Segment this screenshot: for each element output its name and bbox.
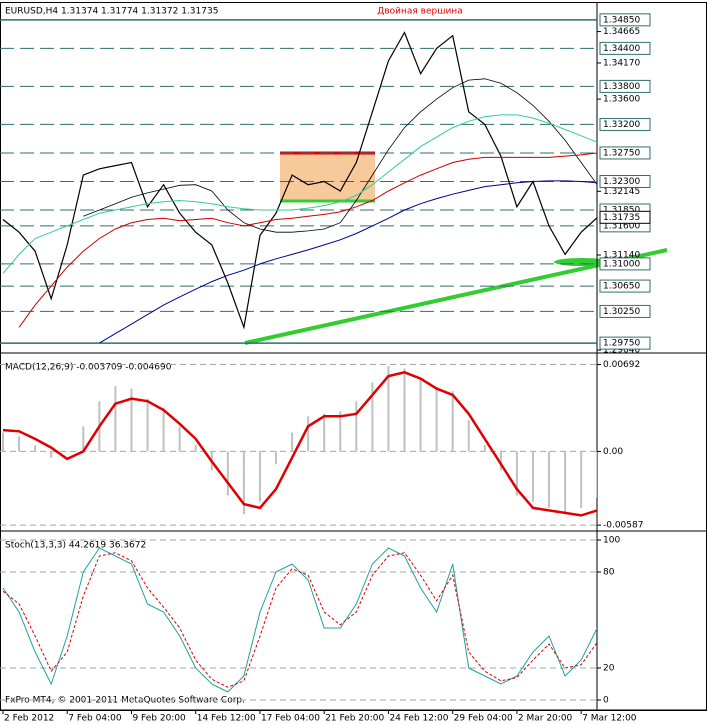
level-label: 1.33800 bbox=[603, 82, 640, 92]
histogram-bar bbox=[50, 451, 53, 458]
level-label: 1.32300 bbox=[603, 177, 640, 187]
histogram-bar bbox=[596, 451, 597, 498]
y-tick-label: 1.31140 bbox=[603, 251, 640, 261]
histogram-bar bbox=[194, 445, 197, 452]
y-tick-label: 1.32145 bbox=[603, 187, 640, 197]
level-label: 1.30650 bbox=[603, 282, 640, 292]
histogram-bar bbox=[403, 368, 406, 452]
y-tick-label: -0.00587 bbox=[603, 521, 643, 531]
level-box bbox=[599, 117, 651, 131]
x-tick-label: 29 Feb 04:00 bbox=[454, 714, 513, 724]
x-tick-label: 2 Mar 20:00 bbox=[518, 714, 573, 724]
histogram-bar bbox=[34, 445, 37, 452]
x-tick-label: 2 Feb 2012 bbox=[4, 714, 54, 724]
histogram-bar bbox=[114, 386, 117, 452]
series-line bbox=[2, 114, 597, 274]
histogram-bar bbox=[531, 451, 534, 502]
level-box bbox=[599, 146, 651, 160]
histogram-bar bbox=[419, 378, 422, 452]
histogram-bar bbox=[483, 445, 486, 452]
range-box bbox=[280, 153, 375, 200]
y-tick-label: 1.34170 bbox=[603, 58, 640, 68]
histogram-bar bbox=[275, 451, 278, 464]
histogram-bar bbox=[323, 413, 326, 452]
level-label: 1.30250 bbox=[603, 307, 640, 317]
level-label: 1.31850 bbox=[603, 206, 640, 216]
level-box bbox=[599, 336, 651, 350]
x-tick-label: 9 Feb 20:00 bbox=[132, 714, 186, 724]
series-line bbox=[2, 552, 597, 688]
x-tick-label: 24 Feb 12:00 bbox=[389, 714, 448, 724]
histogram-bar bbox=[178, 426, 181, 452]
histogram-bar bbox=[548, 451, 551, 508]
y-tick-label: 20 bbox=[603, 664, 615, 674]
histogram-bar bbox=[435, 388, 438, 452]
histogram-bar bbox=[130, 388, 133, 452]
y-tick-label: 0.00 bbox=[603, 447, 623, 457]
y-tick-label: 0 bbox=[603, 696, 609, 706]
histogram-bar bbox=[291, 432, 294, 452]
last-price-label: 1.31735 bbox=[603, 213, 640, 223]
histogram-bar bbox=[18, 436, 21, 452]
level-box bbox=[599, 13, 651, 27]
level-label: 1.29750 bbox=[603, 339, 640, 349]
level-box bbox=[599, 257, 651, 271]
series-line bbox=[2, 370, 597, 517]
histogram-bar bbox=[258, 451, 261, 502]
histogram-bar bbox=[2, 432, 4, 452]
histogram-bar bbox=[339, 411, 342, 452]
histogram-bar bbox=[451, 391, 454, 452]
annotation: Двойная вершина bbox=[377, 7, 462, 17]
series-line bbox=[99, 180, 597, 344]
x-tick-label: 17 Feb 04:00 bbox=[261, 714, 320, 724]
last-price-box bbox=[599, 210, 651, 224]
level-label: 1.31600 bbox=[603, 221, 640, 231]
level-label: 1.31000 bbox=[603, 259, 640, 269]
histogram-bar bbox=[226, 451, 229, 496]
y-tick-label: 100 bbox=[603, 536, 620, 546]
histogram-bar bbox=[387, 366, 390, 452]
histogram-bar bbox=[66, 451, 69, 452]
y-tick-label: 1.33600 bbox=[603, 95, 640, 105]
series-line bbox=[2, 31, 597, 330]
level-label: 1.32750 bbox=[603, 148, 640, 158]
x-tick-label: 7 Mar 12:00 bbox=[582, 714, 637, 724]
histogram-bar bbox=[580, 451, 583, 508]
level-box bbox=[599, 279, 651, 293]
series-line bbox=[83, 78, 597, 233]
x-tick-label: 14 Feb 12:00 bbox=[197, 714, 256, 724]
level-box bbox=[599, 41, 651, 55]
level-label: 1.33200 bbox=[603, 120, 640, 130]
histogram-bar bbox=[515, 451, 518, 496]
stoch-title: Stoch(13,3,3) 44.2619 36.3672 bbox=[5, 541, 146, 551]
level-label: 1.34400 bbox=[603, 44, 640, 54]
histogram-bar bbox=[146, 398, 149, 452]
histogram-bar bbox=[467, 420, 470, 452]
level-box bbox=[599, 174, 651, 188]
histogram-bar bbox=[307, 416, 310, 452]
y-tick-label: 1.34665 bbox=[603, 27, 640, 37]
histogram-bar bbox=[162, 407, 165, 452]
histogram-bar bbox=[355, 401, 358, 452]
x-tick-label: 7 Feb 04:00 bbox=[68, 714, 122, 724]
histogram-bar bbox=[371, 382, 374, 452]
level-box bbox=[599, 79, 651, 93]
histogram-bar bbox=[499, 451, 502, 471]
x-tick-label: 21 Feb 20:00 bbox=[325, 714, 384, 724]
y-tick-label: 1.29640 bbox=[603, 346, 640, 356]
histogram-bar bbox=[242, 451, 245, 515]
y-tick-label: 80 bbox=[603, 568, 615, 578]
level-box bbox=[599, 304, 651, 318]
series-line bbox=[18, 152, 597, 328]
macd-title: MACD(12,26,9) -0.003709 -0.004690 bbox=[5, 363, 172, 373]
level-label: 1.34850 bbox=[603, 15, 640, 25]
histogram-bar bbox=[564, 451, 567, 515]
y-tick-label: 0.00692 bbox=[603, 360, 640, 370]
histogram-bar bbox=[82, 426, 85, 452]
chart-title: EURUSD,H4 1.31374 1.31774 1.31372 1.3173… bbox=[5, 7, 218, 17]
